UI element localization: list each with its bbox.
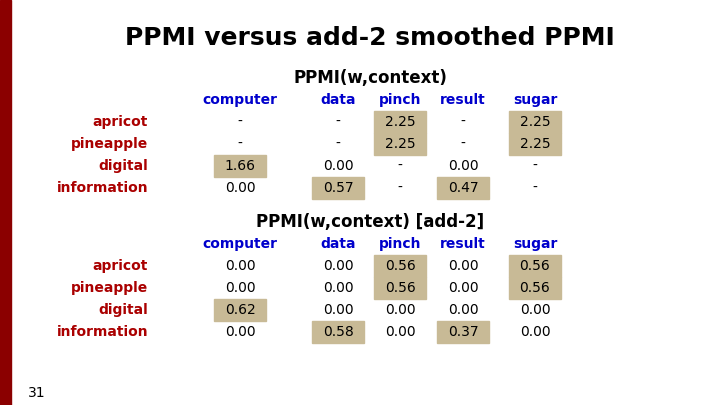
- Text: 2.25: 2.25: [520, 137, 550, 151]
- Text: 0.00: 0.00: [225, 259, 256, 273]
- Text: 0.57: 0.57: [323, 181, 354, 195]
- Bar: [437, 177, 489, 199]
- Text: -: -: [397, 159, 402, 173]
- Text: 0.62: 0.62: [225, 303, 256, 317]
- Text: 0.00: 0.00: [448, 303, 478, 317]
- Bar: [312, 321, 364, 343]
- Text: 1.66: 1.66: [225, 159, 256, 173]
- Bar: [0, 0, 11, 405]
- Text: 0.56: 0.56: [520, 281, 550, 295]
- Bar: [214, 155, 266, 177]
- Bar: [214, 299, 266, 321]
- Text: sugar: sugar: [513, 93, 557, 107]
- Bar: [509, 133, 561, 155]
- Text: pineapple: pineapple: [71, 281, 148, 295]
- Bar: [374, 277, 426, 299]
- Text: apricot: apricot: [93, 259, 148, 273]
- Text: -: -: [533, 159, 537, 173]
- Text: 0.58: 0.58: [323, 325, 354, 339]
- Text: sugar: sugar: [513, 237, 557, 251]
- Text: PPMI(w,context) [add-2]: PPMI(w,context) [add-2]: [256, 213, 484, 231]
- Text: apricot: apricot: [93, 115, 148, 129]
- Bar: [374, 111, 426, 133]
- Text: data: data: [320, 237, 356, 251]
- Text: 0.00: 0.00: [323, 259, 354, 273]
- Text: -: -: [533, 181, 537, 195]
- Text: 0.00: 0.00: [225, 281, 256, 295]
- Text: -: -: [336, 115, 341, 129]
- Text: information: information: [56, 325, 148, 339]
- Text: 0.00: 0.00: [323, 281, 354, 295]
- Bar: [437, 321, 489, 343]
- Text: result: result: [440, 93, 486, 107]
- Text: 0.00: 0.00: [384, 325, 415, 339]
- Text: 0.00: 0.00: [323, 303, 354, 317]
- Bar: [374, 133, 426, 155]
- Bar: [509, 255, 561, 277]
- Text: 0.47: 0.47: [448, 181, 478, 195]
- Text: 0.37: 0.37: [448, 325, 478, 339]
- Text: 0.00: 0.00: [520, 325, 550, 339]
- Text: PPMI(w,context): PPMI(w,context): [293, 69, 447, 87]
- Text: 0.00: 0.00: [448, 259, 478, 273]
- Text: 0.56: 0.56: [384, 259, 415, 273]
- Text: 31: 31: [28, 386, 45, 400]
- Bar: [374, 255, 426, 277]
- Text: 0.00: 0.00: [225, 325, 256, 339]
- Text: pinch: pinch: [379, 93, 421, 107]
- Text: computer: computer: [202, 93, 277, 107]
- Text: computer: computer: [202, 237, 277, 251]
- Text: 2.25: 2.25: [384, 115, 415, 129]
- Text: data: data: [320, 93, 356, 107]
- Text: -: -: [238, 137, 243, 151]
- Text: PPMI versus add-2 smoothed PPMI: PPMI versus add-2 smoothed PPMI: [125, 26, 615, 50]
- Text: 0.00: 0.00: [448, 281, 478, 295]
- Text: 2.25: 2.25: [384, 137, 415, 151]
- Text: -: -: [238, 115, 243, 129]
- Text: -: -: [461, 115, 465, 129]
- Text: 0.00: 0.00: [520, 303, 550, 317]
- Text: digital: digital: [98, 303, 148, 317]
- Text: -: -: [336, 137, 341, 151]
- Text: 0.00: 0.00: [323, 159, 354, 173]
- Text: information: information: [56, 181, 148, 195]
- Text: 2.25: 2.25: [520, 115, 550, 129]
- Text: 0.56: 0.56: [520, 259, 550, 273]
- Text: -: -: [461, 137, 465, 151]
- Text: pinch: pinch: [379, 237, 421, 251]
- Bar: [509, 277, 561, 299]
- Bar: [509, 111, 561, 133]
- Text: digital: digital: [98, 159, 148, 173]
- Bar: [312, 177, 364, 199]
- Text: result: result: [440, 237, 486, 251]
- Text: 0.00: 0.00: [384, 303, 415, 317]
- Text: 0.00: 0.00: [448, 159, 478, 173]
- Text: 0.00: 0.00: [225, 181, 256, 195]
- Text: -: -: [397, 181, 402, 195]
- Text: pineapple: pineapple: [71, 137, 148, 151]
- Text: 0.56: 0.56: [384, 281, 415, 295]
